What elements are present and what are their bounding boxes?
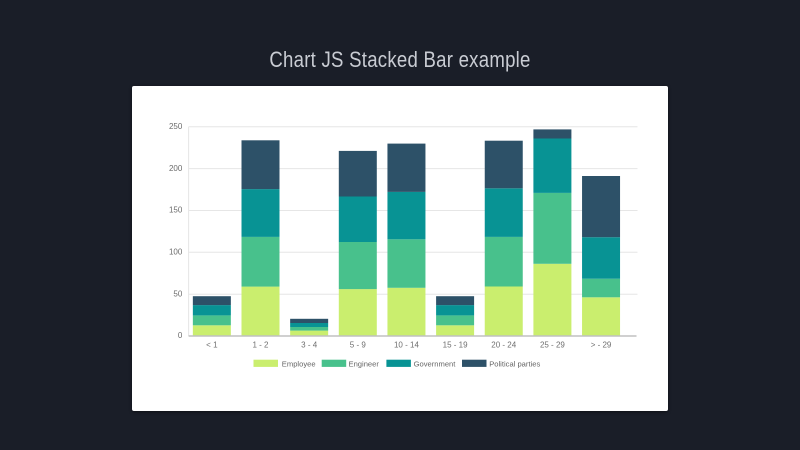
svg-text:150: 150 xyxy=(169,206,183,215)
svg-text:Employee: Employee xyxy=(282,359,316,368)
svg-text:Government: Government xyxy=(414,359,457,368)
svg-text:0: 0 xyxy=(178,331,183,340)
svg-text:20 - 24: 20 - 24 xyxy=(491,341,516,350)
svg-text:Political parties: Political parties xyxy=(489,359,540,368)
svg-text:1 - 2: 1 - 2 xyxy=(252,341,269,350)
svg-text:10 - 14: 10 - 14 xyxy=(394,341,419,350)
svg-text:25 - 29: 25 - 29 xyxy=(540,341,565,350)
svg-text:< 1: < 1 xyxy=(206,341,218,350)
svg-text:3 - 4: 3 - 4 xyxy=(301,341,318,350)
svg-text:50: 50 xyxy=(173,289,182,298)
svg-text:> - 29: > - 29 xyxy=(591,341,612,350)
svg-text:250: 250 xyxy=(169,122,183,131)
svg-text:200: 200 xyxy=(169,164,183,173)
svg-text:15 - 19: 15 - 19 xyxy=(443,341,468,350)
svg-text:5 - 9: 5 - 9 xyxy=(350,341,367,350)
svg-text:Engineer: Engineer xyxy=(349,359,380,368)
svg-text:100: 100 xyxy=(169,248,183,257)
